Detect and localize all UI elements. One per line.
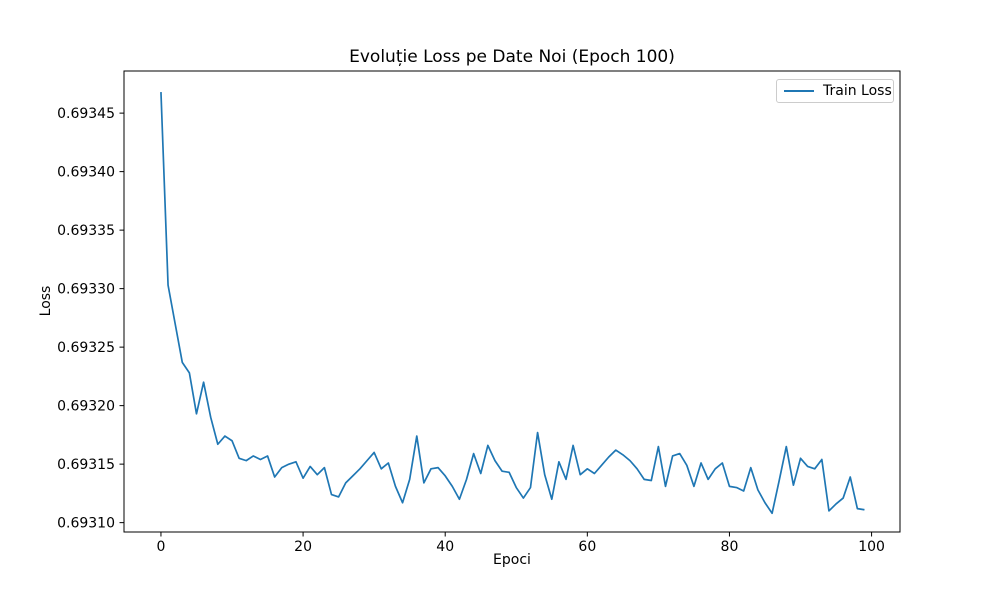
y-tick-label: 0.69325 bbox=[57, 340, 115, 356]
y-tick-label: 0.69340 bbox=[57, 165, 115, 181]
x-tick-label: 100 bbox=[858, 539, 885, 555]
x-tick-label: 60 bbox=[578, 539, 596, 555]
x-tick-label: 80 bbox=[721, 539, 739, 555]
y-axis-label: Loss bbox=[38, 285, 54, 317]
axes-frame bbox=[123, 70, 901, 533]
x-axis-label: Epoci bbox=[493, 552, 531, 568]
x-tick-label: 40 bbox=[436, 539, 454, 555]
chart-title: Evoluție Loss pe Date Noi (Epoch 100) bbox=[349, 47, 675, 67]
y-tick-label: 0.69310 bbox=[57, 516, 115, 532]
legend: Train Loss bbox=[776, 79, 894, 103]
legend-label: Train Loss bbox=[823, 83, 892, 99]
y-tick-label: 0.69320 bbox=[57, 399, 115, 415]
y-tick-label: 0.69345 bbox=[57, 106, 115, 122]
y-tick-label: 0.69315 bbox=[57, 457, 115, 473]
loss-line bbox=[160, 92, 865, 515]
x-tick-label: 0 bbox=[156, 539, 165, 555]
y-tick-label: 0.69335 bbox=[57, 223, 115, 239]
y-tick-label: 0.69330 bbox=[57, 282, 115, 298]
x-tick-label: 20 bbox=[294, 539, 312, 555]
legend-line-swatch bbox=[784, 90, 814, 92]
